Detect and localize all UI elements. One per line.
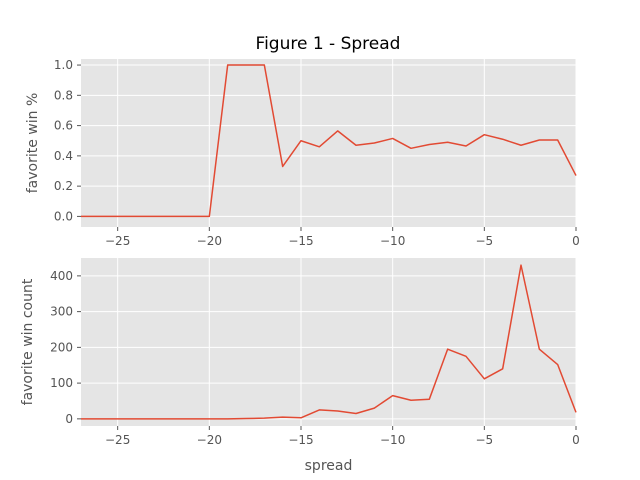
x-tick-label: −25 — [105, 234, 130, 248]
y-tick-label: 0.0 — [54, 209, 73, 223]
y-tick-label: 0 — [65, 412, 73, 426]
y-tick-label: 1.0 — [54, 58, 73, 72]
chart-title: Figure 1 - Spread — [256, 34, 401, 54]
x-tick-label: −10 — [380, 234, 405, 248]
y-tick-label: 300 — [50, 305, 73, 319]
bottom-panel-win-count: −25 −20 −15 −10 −5 0 0 100 200 300 400 favorite win… — [20, 258, 580, 474]
x-tick-label: −10 — [380, 433, 405, 447]
x-tick-label: −20 — [197, 433, 222, 447]
y-tick-label: 0.2 — [54, 179, 73, 193]
x-tick-label: −5 — [475, 234, 493, 248]
top-panel-win-percent: −25 −20 −15 −10 −5 0 0.0 0.2 0.4 0.6 0.8 1.0 favorit… — [25, 58, 580, 248]
x-tick-label: −15 — [288, 433, 313, 447]
plot-area — [81, 258, 576, 426]
y-tick-label: 400 — [50, 269, 73, 283]
plot-area — [81, 59, 576, 227]
x-tick-label: −25 — [105, 433, 130, 447]
y-tick-label: 0.6 — [54, 119, 73, 133]
y-axis-label: favorite win count — [20, 278, 36, 405]
y-tick-label: 0.8 — [54, 88, 73, 102]
x-axis-label: spread — [305, 458, 353, 474]
series-line — [81, 264, 577, 420]
x-tick-label: 0 — [572, 234, 580, 248]
y-tick-label: 200 — [50, 340, 73, 354]
y-axis-label: favorite win % — [25, 93, 41, 194]
y-tick-label: 0.4 — [54, 149, 73, 163]
x-tick-label: −15 — [288, 234, 313, 248]
x-tick-label: −5 — [475, 433, 493, 447]
series-line — [81, 64, 577, 218]
x-tick-label: −20 — [197, 234, 222, 248]
x-tick-label: 0 — [572, 433, 580, 447]
y-tick-label: 100 — [50, 376, 73, 390]
